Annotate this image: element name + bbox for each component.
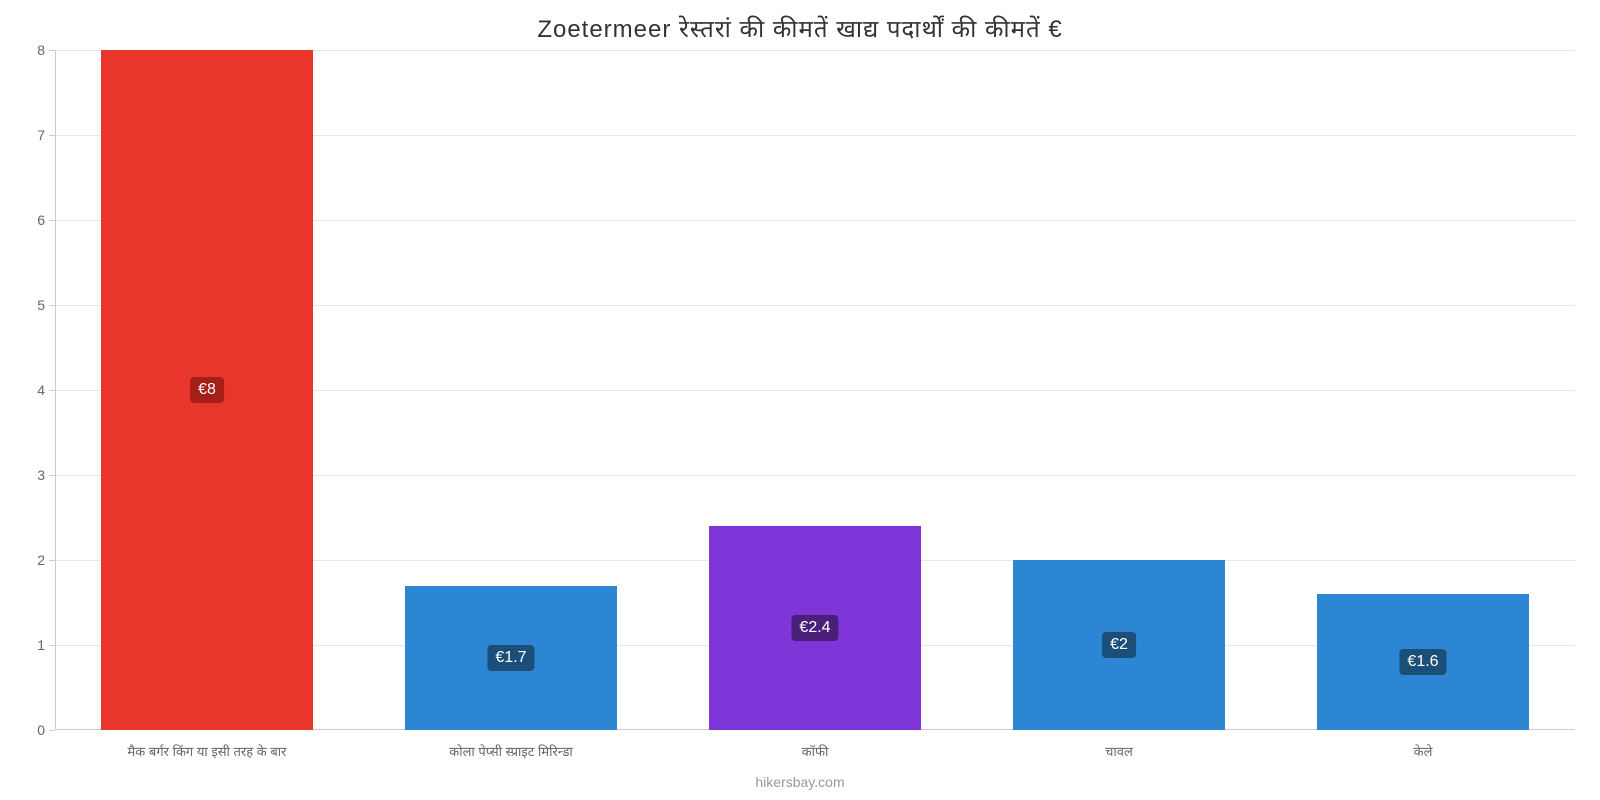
bar-slot: €8 [55, 50, 359, 730]
price-chart: Zoetermeer रेस्तरां की कीमतें खाद्य पदार… [0, 0, 1600, 800]
x-axis-label: कोला पेप्सी स्प्राइट मिरिन्डा [359, 742, 663, 760]
bar-value-label: €2.4 [791, 615, 838, 641]
x-axis-label: केले [1271, 742, 1575, 760]
bar: €1.6 [1317, 594, 1530, 730]
bar: €1.7 [405, 586, 618, 731]
y-tick-label: 7 [37, 127, 55, 143]
chart-title: Zoetermeer रेस्तरां की कीमतें खाद्य पदार… [0, 0, 1600, 45]
bar: €8 [101, 50, 314, 730]
bar-value-label: €1.6 [1399, 649, 1446, 675]
x-axis-label: कॉफी [663, 742, 967, 760]
bar-slot: €1.6 [1271, 50, 1575, 730]
bar-slot: €2 [967, 50, 1271, 730]
y-tick-label: 3 [37, 467, 55, 483]
plot-area: 012345678 €8€1.7€2.4€2€1.6 [55, 50, 1575, 730]
x-axis-labels: मैक बर्गर किंग या इसी तरह के बारकोला पेप… [55, 742, 1575, 760]
x-axis-label: मैक बर्गर किंग या इसी तरह के बार [55, 742, 359, 760]
bar: €2.4 [709, 526, 922, 730]
bar-value-label: €2 [1102, 632, 1136, 658]
bar-value-label: €1.7 [487, 645, 534, 671]
credit-text: hikersbay.com [0, 774, 1600, 790]
bars-group: €8 €1.7 €2.4 €2 €1.6 [55, 50, 1575, 730]
y-tick-label: 0 [37, 722, 55, 738]
x-axis-label: चावल [967, 742, 1271, 760]
bar-slot: €2.4 [663, 50, 967, 730]
y-tick-label: 2 [37, 552, 55, 568]
y-tick-label: 8 [37, 42, 55, 58]
y-tick-label: 1 [37, 637, 55, 653]
y-tick-label: 6 [37, 212, 55, 228]
y-tick-label: 4 [37, 382, 55, 398]
bar: €2 [1013, 560, 1226, 730]
y-tick-label: 5 [37, 297, 55, 313]
bar-value-label: €8 [190, 377, 224, 403]
bar-slot: €1.7 [359, 50, 663, 730]
